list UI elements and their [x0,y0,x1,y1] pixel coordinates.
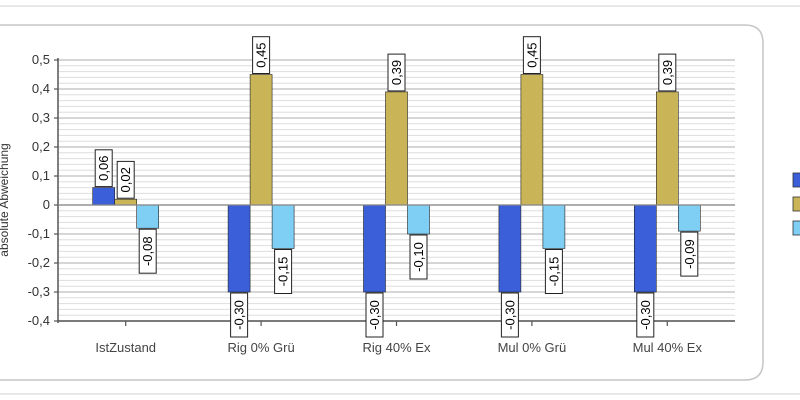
data-label-text: -0,30 [502,300,517,330]
data-label-text: 0,45 [524,42,539,67]
bar [542,204,566,249]
bar [633,204,657,293]
x-tick-label: Mul 0% Grü [498,340,567,355]
legend-swatch [792,196,800,212]
x-tick-label: Rig 40% Ex [363,340,431,355]
data-label-box [680,231,699,277]
bar [677,204,701,232]
y-tick-label: -0,4 [28,313,50,328]
bar [363,204,386,293]
data-label: 0,06 [94,149,113,188]
data-label: 0,45 [522,36,541,74]
data-label-box [94,149,113,188]
data-label: 0,02 [116,160,135,199]
data-label-box [636,292,655,338]
data-label-box [544,249,563,294]
legend-swatch [792,220,800,236]
x-tick-label: Rig 0% Grü [227,340,294,355]
data-label-box [387,53,406,92]
data-label-box [138,228,157,274]
data-label-box [409,234,428,280]
data-label-box [230,292,249,338]
data-labels: 0,06 0,02 -0,08 -0,30 0,45 -0,15 -0,30 0,39 -0,1… [94,36,699,338]
data-label-text: -0,30 [367,300,382,330]
data-label: -0,15 [274,249,293,294]
data-label: -0,15 [544,249,563,294]
axes: 0,5 0,4 0,3 0,2 0,1 0 -0,1 -0,2 -0,3 -0,4 IstZusta… [28,52,735,355]
bar [136,204,159,229]
y-tick-label: 0 [43,197,50,212]
bar [407,204,430,235]
chart-panel [0,24,764,381]
bar [249,74,273,206]
legend [792,172,800,236]
bar [385,91,408,206]
y-tick-label: -0,1 [28,226,50,241]
bar [271,204,295,249]
data-label-text: -0,30 [638,300,653,330]
data-label-box [274,249,293,294]
y-tick-label: 0,1 [32,168,50,183]
data-label-box [252,36,271,74]
data-label-text: 0,45 [254,42,269,67]
data-label: -0,30 [500,292,519,338]
bar [92,187,115,206]
data-label-text: -0,09 [682,239,697,269]
bars [92,74,701,293]
bar [655,91,679,206]
data-label-text: -0,15 [276,257,291,287]
data-label-box [365,292,384,338]
data-label: -0,10 [409,234,428,280]
data-label-box [522,36,541,74]
data-label: 0,39 [387,53,406,92]
y-tick-label: -0,3 [28,284,50,299]
bar [227,204,251,293]
data-label-text: -0,30 [232,300,247,330]
y-tick-label: -0,2 [28,255,50,270]
y-tick-label: 0,2 [32,139,50,154]
data-label: -0,30 [636,292,655,338]
data-label: -0,30 [365,292,384,338]
data-label-text: 0,39 [389,60,404,85]
data-label-box [658,53,677,92]
data-label-text: -0,15 [546,257,561,287]
data-label-text: 0,02 [118,167,133,192]
y-tick-label: 0,3 [32,110,50,125]
bar [114,198,137,206]
data-label-text: 0,39 [660,60,675,85]
x-tick-label: Mul 40% Ex [633,340,703,355]
bar [498,204,522,293]
data-label: 0,45 [252,36,271,74]
data-label-text: 0,06 [96,156,111,181]
y-axis-label: absolute Abweichung [0,143,11,256]
data-label: 0,39 [658,53,677,92]
legend-swatch [792,172,800,188]
x-tick-label: IstZustand [95,340,156,355]
y-tick-label: 0,5 [32,52,50,67]
data-label: -0,08 [138,228,157,274]
data-label: -0,09 [680,231,699,277]
data-label-text: -0,08 [140,236,155,266]
bar [520,74,544,206]
data-label-box [116,160,135,199]
y-tick-label: 0,4 [32,81,50,96]
data-label: -0,30 [230,292,249,338]
data-label-box [500,292,519,338]
data-label-text: -0,10 [411,242,426,272]
